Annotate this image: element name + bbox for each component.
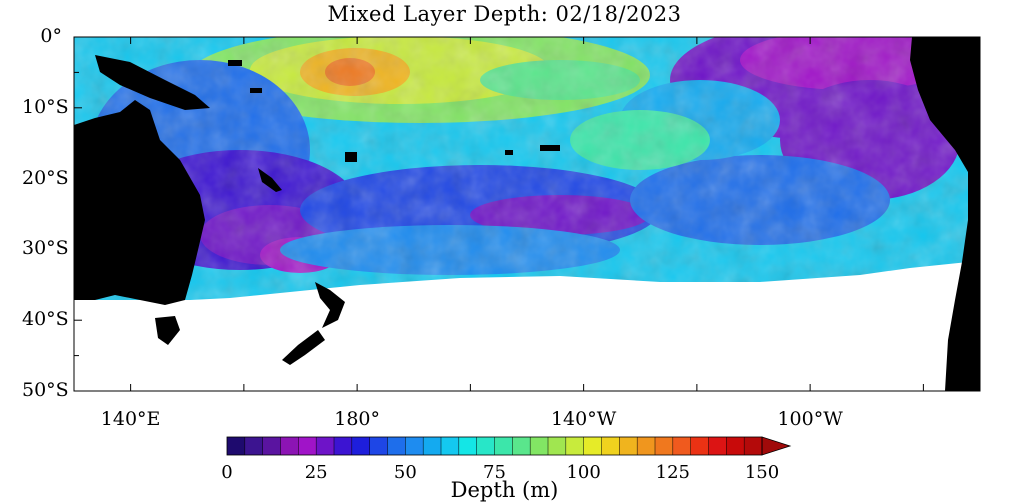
colorbar xyxy=(226,436,792,456)
colorbar-swatch xyxy=(637,437,656,455)
colorbar-swatch xyxy=(548,437,567,455)
colorbar-swatch xyxy=(405,437,424,455)
colorbar-tick-label: 50 xyxy=(393,462,417,483)
colorbar-swatch xyxy=(387,437,406,455)
colorbar-swatch xyxy=(298,437,317,455)
lon-label: 100°W xyxy=(777,408,843,430)
colorbar-title: Depth (m) xyxy=(450,478,559,502)
colorbar-swatch xyxy=(351,437,371,455)
colorbar-swatch xyxy=(262,437,281,455)
lon-label: 140°W xyxy=(550,408,617,430)
lat-label: 10°S xyxy=(22,95,69,118)
ocean-field xyxy=(74,37,980,391)
colorbar-swatch xyxy=(423,437,442,455)
colorbar-swatch xyxy=(244,437,264,455)
colorbar-swatch xyxy=(369,437,388,455)
colorbar-swatch xyxy=(655,437,674,455)
lon-label: 180° xyxy=(334,408,380,430)
colorbar-swatch xyxy=(494,437,513,455)
colorbar-tick-label: 125 xyxy=(655,462,690,483)
colorbar-tick-label: 75 xyxy=(483,462,506,483)
colorbar-tick-label: 100 xyxy=(566,462,601,483)
colorbar-swatch xyxy=(512,437,531,455)
colorbar-swatch xyxy=(672,437,692,455)
colorbar-swatch xyxy=(476,437,495,455)
lon-label: 140°E xyxy=(100,408,161,430)
colorbar-swatch xyxy=(619,437,638,455)
colorbar-swatch xyxy=(726,437,745,455)
colorbar-tick-label: 150 xyxy=(744,462,780,483)
colorbar-swatch xyxy=(530,437,549,455)
lat-label: 0° xyxy=(40,25,62,47)
colorbar-swatch xyxy=(690,437,709,455)
colorbar-swatch xyxy=(744,437,763,455)
lat-label: 20°S xyxy=(22,166,69,189)
lat-label: 40°S xyxy=(22,308,69,331)
colorbar-swatch xyxy=(441,437,460,455)
colorbar-swatch xyxy=(708,437,727,455)
colorbar-tick-label: 25 xyxy=(304,462,328,483)
colorbar-swatch xyxy=(280,437,299,455)
colorbar-tick-label: 0 xyxy=(221,462,233,483)
colorbar-swatch xyxy=(601,437,620,455)
map-title: Mixed Layer Depth: 02/18/2023 xyxy=(327,2,682,26)
lat-label: 30°S xyxy=(22,237,69,260)
colorbar-swatch xyxy=(458,437,478,455)
lat-label: 50°S xyxy=(22,379,69,401)
colorbar-swatch xyxy=(583,437,602,455)
colorbar-swatch xyxy=(565,437,585,455)
colorbar-extend-arrow xyxy=(761,436,792,456)
colorbar-swatch xyxy=(316,437,335,455)
colorbar-swatch xyxy=(227,437,246,455)
axis-ticks xyxy=(74,36,980,392)
colorbar-swatch xyxy=(334,437,353,455)
